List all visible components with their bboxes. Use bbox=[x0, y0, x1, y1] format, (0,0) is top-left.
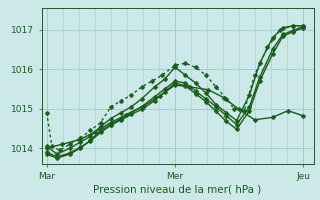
X-axis label: Pression niveau de la mer( hPa ): Pression niveau de la mer( hPa ) bbox=[93, 185, 262, 195]
